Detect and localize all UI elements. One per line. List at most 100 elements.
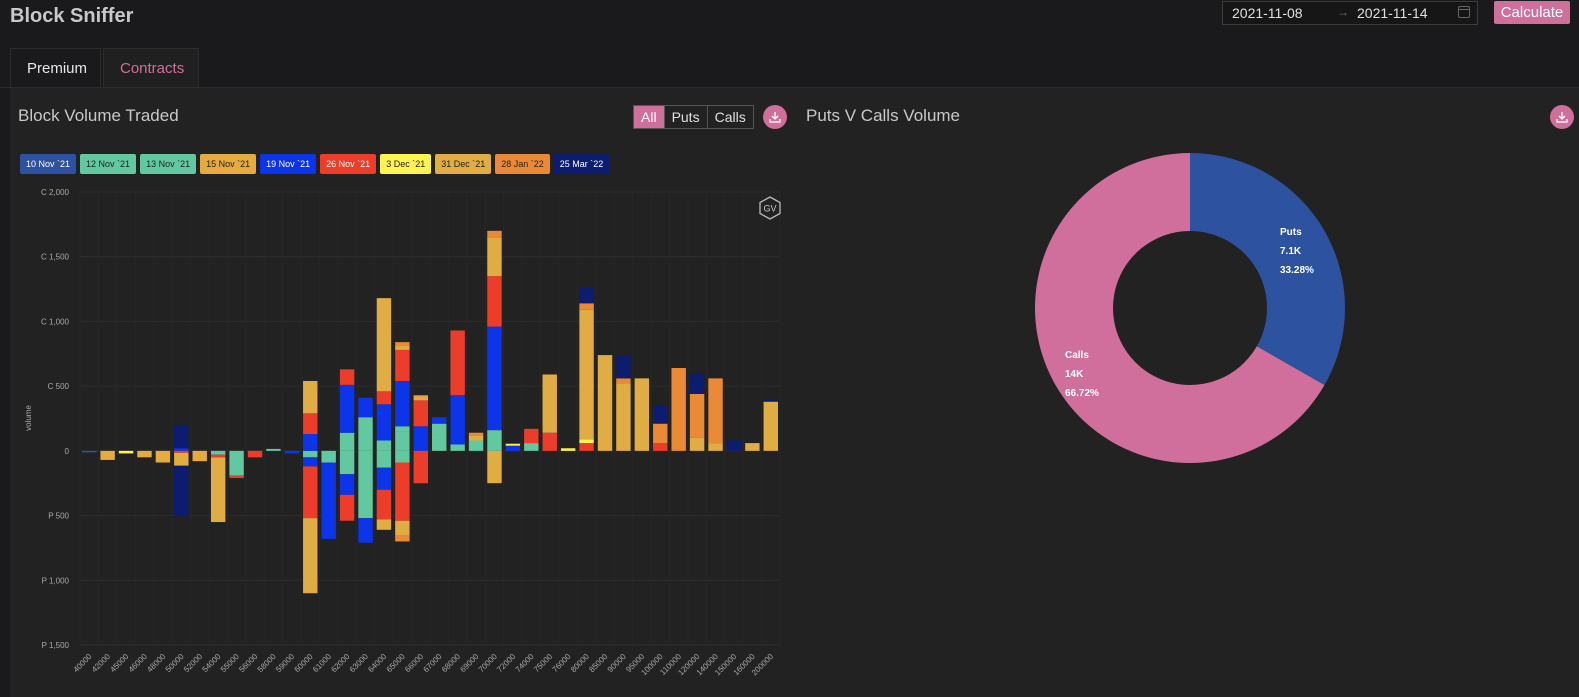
bar-segment-put xyxy=(137,450,152,458)
bar-segment-call xyxy=(597,355,613,451)
donut-slice xyxy=(1035,153,1325,464)
download-icon xyxy=(769,112,781,123)
bar-segment-call xyxy=(671,368,686,451)
puts-calls-title: Puts V Calls Volume xyxy=(806,106,961,125)
legend-item[interactable]: 25 Mar `22 xyxy=(553,154,610,174)
bar-segment-put xyxy=(303,466,318,519)
donut-slice xyxy=(1190,153,1345,386)
x-tick-label: 45000 xyxy=(108,652,130,674)
y-tick-label: 0 xyxy=(65,447,70,456)
donut-label: 33.28% xyxy=(1280,265,1314,276)
bar-segment-call xyxy=(763,399,778,402)
legend-item[interactable]: 19 Nov `21 xyxy=(260,154,317,174)
bar-segment-call xyxy=(303,380,318,414)
calendar-icon[interactable] xyxy=(1458,6,1470,18)
date-from[interactable]: 2021-11-08 xyxy=(1232,5,1303,21)
bar-segment-put xyxy=(376,467,392,490)
option-type-filter: All Puts Calls xyxy=(633,105,754,129)
bar-segment-call xyxy=(708,443,723,451)
tab-bar: Premium Contracts xyxy=(10,48,201,88)
y-tick-label: P 1,000 xyxy=(42,576,70,585)
x-tick-label: 74000 xyxy=(514,652,536,674)
bar-segment-call xyxy=(339,369,355,385)
bar-segment-put xyxy=(247,450,263,458)
gv-logo-icon: GV xyxy=(759,196,781,220)
x-tick-label: 75000 xyxy=(532,652,554,674)
bar-segment-call xyxy=(560,448,576,451)
bar-segment-put xyxy=(210,454,226,458)
x-tick-label: 67000 xyxy=(422,652,444,674)
bar-segment-call xyxy=(634,378,650,451)
legend-item[interactable]: 26 Nov `21 xyxy=(320,154,377,174)
expiry-legend: 10 Nov `21 12 Nov `21 13 Nov `21 15 Nov `21… xyxy=(20,154,613,174)
legend-item[interactable]: 13 Nov `21 xyxy=(140,154,197,174)
bar-segment-call xyxy=(303,434,318,451)
bar-segment-call xyxy=(726,440,742,451)
x-tick-label: 52000 xyxy=(182,652,204,674)
x-tick-label: 68000 xyxy=(440,652,462,674)
bar-segment-call xyxy=(358,397,373,418)
bar-segment-call xyxy=(432,434,447,451)
bar-segment-call xyxy=(487,230,502,238)
date-range-picker[interactable]: 2021-11-08 → 2021-11-14 xyxy=(1222,1,1478,25)
date-to[interactable]: 2021-11-14 xyxy=(1357,5,1428,21)
bar-segment-put xyxy=(395,462,410,521)
x-tick-label: 70000 xyxy=(477,652,499,674)
y-tick-label: C 500 xyxy=(48,382,70,391)
bar-segment-call xyxy=(339,432,355,451)
date-separator-arrow-icon: → xyxy=(1337,5,1349,19)
legend-item[interactable]: 3 Dec `21 xyxy=(380,154,432,174)
bar-segment-call xyxy=(689,373,705,394)
bar-segment-call xyxy=(395,380,410,427)
legend-item[interactable]: 15 Nov `21 xyxy=(200,154,257,174)
tab-premium[interactable]: Premium xyxy=(10,48,101,88)
bar-segment-put xyxy=(229,475,244,479)
bar-segment-put xyxy=(174,452,189,466)
x-tick-label: 60000 xyxy=(293,652,315,674)
bar-segment-call xyxy=(524,443,539,451)
calculate-button[interactable]: Calculate xyxy=(1494,1,1570,24)
y-tick-label: C 2,000 xyxy=(41,188,70,197)
bar-segment-put xyxy=(229,450,244,476)
bar-segment-call xyxy=(763,401,778,451)
bar-segment-put xyxy=(155,450,171,463)
x-tick-label: 65000 xyxy=(385,652,407,674)
filter-all-button[interactable]: All xyxy=(634,106,665,128)
legend-item[interactable]: 31 Dec `21 xyxy=(435,154,492,174)
download-puts-calls-button[interactable] xyxy=(1550,105,1574,129)
x-tick-label: 50000 xyxy=(164,652,186,674)
bar-segment-call xyxy=(450,444,465,451)
bar-segment-call xyxy=(376,298,392,392)
bar-segment-call xyxy=(579,439,594,444)
bar-segment-put xyxy=(174,450,189,453)
bar-segment-put xyxy=(376,519,392,530)
bar-segment-call xyxy=(653,405,668,424)
x-tick-label: 80000 xyxy=(569,652,591,674)
bar-segment-put xyxy=(284,450,300,454)
bar-segment-call xyxy=(487,430,502,451)
donut-label: 14K xyxy=(1065,369,1084,380)
tab-divider xyxy=(0,87,1579,88)
tab-contracts[interactable]: Contracts xyxy=(103,48,199,88)
bar-segment-call xyxy=(689,393,705,438)
bar-segment-call xyxy=(708,378,723,444)
bar-segment-call xyxy=(579,287,594,304)
legend-item[interactable]: 12 Nov `21 xyxy=(80,154,137,174)
x-tick-label: 40000 xyxy=(72,652,94,674)
download-block-volume-button[interactable] xyxy=(763,105,787,129)
filter-puts-button[interactable]: Puts xyxy=(665,106,708,128)
bar-segment-put xyxy=(174,465,189,517)
bar-segment-call xyxy=(468,432,484,436)
bar-segment-put xyxy=(82,450,97,453)
legend-item[interactable]: 10 Nov `21 xyxy=(20,154,77,174)
x-tick-label: 72000 xyxy=(495,652,517,674)
bar-segment-put xyxy=(376,450,392,468)
x-tick-label: 56000 xyxy=(237,652,259,674)
bar-segment-call xyxy=(542,432,557,451)
bar-segment-put xyxy=(303,450,318,458)
bar-segment-put xyxy=(487,450,502,484)
filter-calls-button[interactable]: Calls xyxy=(714,109,746,125)
legend-item[interactable]: 28 Jan `22 xyxy=(495,154,550,174)
